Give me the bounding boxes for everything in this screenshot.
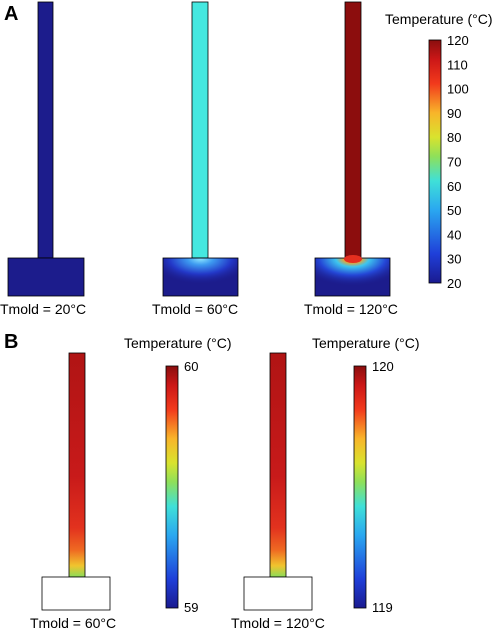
colorbar-b-60c-max: 60 — [184, 359, 198, 374]
caption-b-60c: Tmold = 60°C — [30, 615, 116, 631]
colorbar-a-tick-label: 120 — [447, 33, 469, 48]
colorbar-b-120c-min: 119 — [372, 600, 393, 615]
colorbar-a-tick-label: 80 — [447, 130, 461, 145]
colorbar-a-tick-label: 110 — [447, 57, 468, 72]
colorbar-a-ticks: 120 110 100 90 80 70 60 50 40 30 20 — [447, 33, 469, 291]
case-60c-geometry — [162, 1, 239, 297]
panel-b-letter: B — [4, 331, 18, 353]
colorbar-a-tick-label: 90 — [447, 106, 461, 121]
plot-b-120c — [243, 352, 313, 611]
mold-b-60c — [41, 576, 111, 611]
mold-20c — [7, 257, 85, 297]
pin-b-120c — [269, 352, 287, 578]
colorbar-b-60c-title: Temperature (°C) — [124, 335, 232, 351]
colorbar-a-tick-label: 30 — [447, 252, 461, 267]
colorbar-b-60c-min: 59 — [184, 600, 198, 615]
pin-120c — [344, 1, 362, 259]
colorbar-a-tick-label: 100 — [447, 82, 469, 97]
colorbar-b-120c-max: 120 — [372, 359, 394, 374]
caption-b-120c: Tmold = 120°C — [231, 615, 325, 631]
colorbar-a-tick-label: 70 — [447, 155, 461, 170]
pin-20c — [37, 1, 54, 259]
pin-60c — [191, 1, 209, 259]
case-20c-geometry — [7, 1, 85, 297]
panel-a-letter: A — [4, 3, 18, 25]
plot-b-60c — [41, 352, 111, 611]
colorbar-b-120c — [353, 365, 367, 609]
mold-b-120c — [243, 576, 313, 611]
colorbar-a-tick-label: 40 — [447, 227, 461, 242]
colorbar-a — [428, 39, 442, 284]
colorbar-a-tick-label: 20 — [447, 276, 461, 291]
pin-b-60c — [68, 352, 86, 578]
heat-spot-120c — [315, 258, 390, 296]
colorbar-a-tick-label: 50 — [447, 203, 461, 218]
colorbar-b-60c — [165, 365, 179, 609]
colorbar-a-title: Temperature (°C) — [385, 11, 493, 27]
colorbar-b-120c-title: Temperature (°C) — [312, 335, 420, 351]
heat-spot-60c — [163, 258, 238, 296]
colorbar-a-tick-label: 60 — [447, 179, 461, 194]
caption-20c: Tmold = 20°C — [0, 301, 86, 317]
case-120c-geometry — [314, 1, 391, 297]
caption-60c: Tmold = 60°C — [152, 301, 238, 317]
caption-120c: Tmold = 120°C — [304, 301, 398, 317]
hot-core-120c — [344, 255, 362, 263]
